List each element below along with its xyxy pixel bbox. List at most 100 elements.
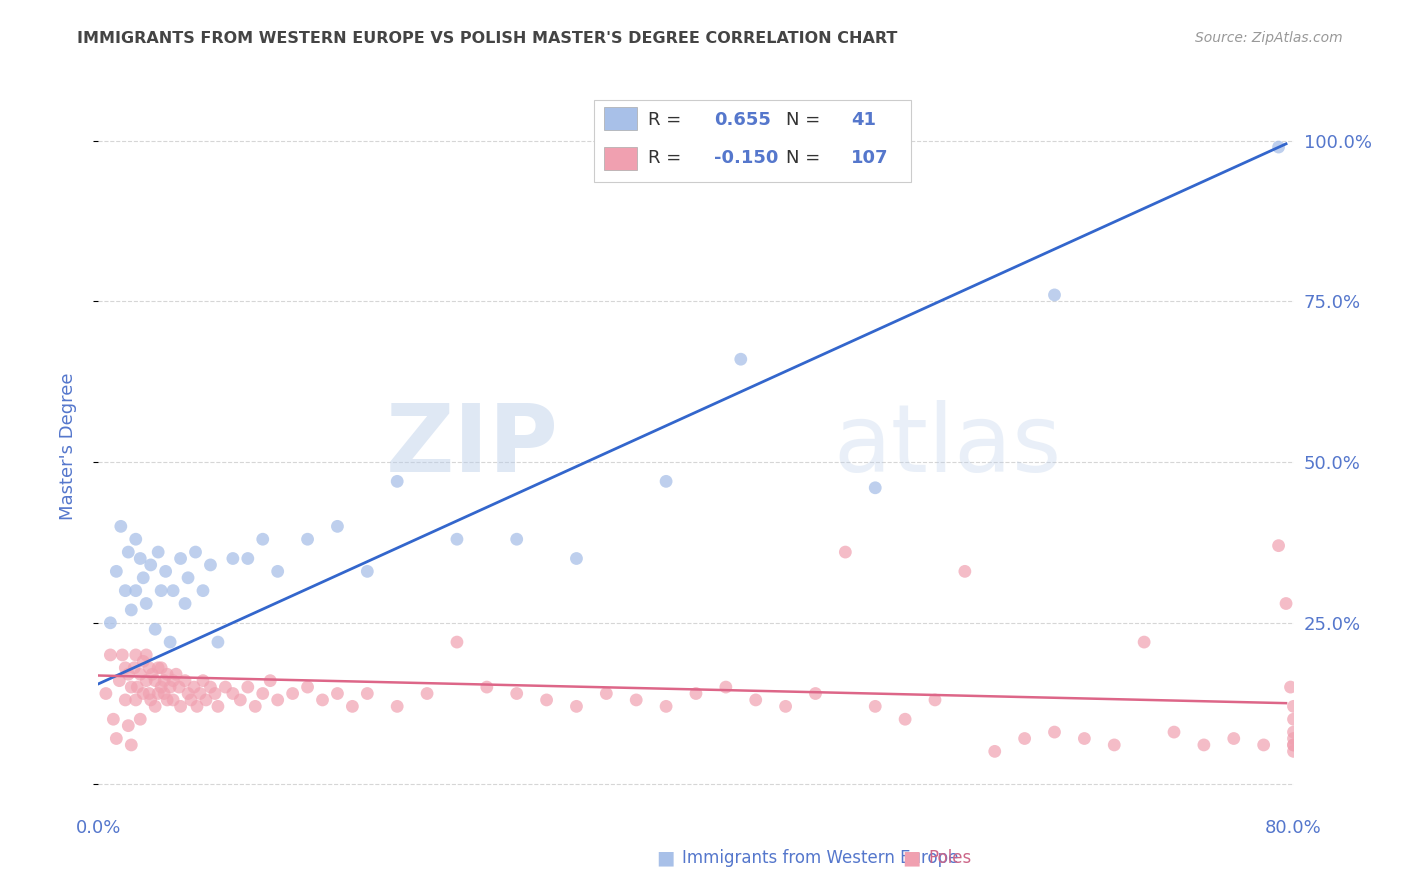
Point	[1014, 731, 1036, 746]
Point	[326, 686, 349, 700]
Point	[124, 661, 146, 675]
Point	[804, 686, 827, 700]
Point	[311, 693, 333, 707]
Point	[1043, 725, 1066, 739]
Point	[120, 680, 142, 694]
Point	[207, 699, 229, 714]
Point	[143, 699, 166, 714]
Point	[162, 673, 184, 688]
Text: 107: 107	[852, 150, 889, 168]
Text: -0.150: -0.150	[714, 150, 779, 168]
Point	[1282, 731, 1305, 746]
Text: IMMIGRANTS FROM WESTERN EUROPE VS POLISH MASTER'S DEGREE CORRELATION CHART: IMMIGRANTS FROM WESTERN EUROPE VS POLISH…	[77, 31, 897, 46]
Point	[236, 680, 259, 694]
Point	[416, 686, 439, 700]
Point	[1282, 725, 1305, 739]
Point	[267, 565, 290, 579]
Point	[297, 680, 319, 694]
Text: ZIP: ZIP	[385, 400, 558, 492]
Point	[148, 545, 170, 559]
Point	[865, 481, 887, 495]
Point	[595, 686, 617, 700]
Point	[120, 738, 142, 752]
Point	[745, 693, 768, 707]
Point	[117, 719, 139, 733]
Point	[200, 558, 222, 572]
Point	[169, 699, 191, 714]
Point	[252, 533, 274, 547]
Point	[446, 533, 468, 547]
Point	[105, 731, 128, 746]
Point	[155, 565, 177, 579]
Point	[356, 565, 378, 579]
Point	[138, 686, 160, 700]
Point	[924, 693, 946, 707]
Point	[195, 693, 218, 707]
Point	[132, 686, 155, 700]
Point	[156, 667, 179, 681]
Point	[135, 597, 157, 611]
Point	[148, 686, 170, 700]
Point	[834, 545, 856, 559]
Text: ■: ■	[657, 848, 675, 868]
Point	[236, 551, 259, 566]
Point	[1282, 738, 1305, 752]
Point	[114, 693, 136, 707]
Point	[111, 648, 134, 662]
Point	[984, 744, 1007, 758]
Point	[139, 693, 162, 707]
Point	[174, 597, 197, 611]
Point	[150, 661, 173, 675]
Point	[148, 661, 170, 675]
Point	[506, 686, 529, 700]
Point	[565, 551, 588, 566]
Point	[162, 583, 184, 598]
Point	[125, 583, 148, 598]
Point	[177, 686, 200, 700]
Point	[162, 693, 184, 707]
Point	[143, 622, 166, 636]
Point	[169, 551, 191, 566]
Point	[141, 667, 163, 681]
Point	[1073, 731, 1095, 746]
Point	[1282, 712, 1305, 726]
Point	[114, 661, 136, 675]
Point	[94, 686, 117, 700]
Point	[125, 693, 148, 707]
Point	[1282, 738, 1305, 752]
Point	[894, 712, 917, 726]
Y-axis label: Master's Degree: Master's Degree	[59, 372, 77, 520]
Point	[685, 686, 707, 700]
Point	[207, 635, 229, 649]
Point	[98, 615, 122, 630]
Point	[135, 648, 157, 662]
Point	[105, 565, 128, 579]
Point	[326, 519, 349, 533]
Text: Immigrants from Western Europe: Immigrants from Western Europe	[682, 849, 959, 867]
Point	[135, 673, 157, 688]
Point	[103, 712, 125, 726]
Text: atlas: atlas	[834, 400, 1062, 492]
Point	[222, 686, 245, 700]
Point	[297, 533, 319, 547]
Point	[117, 667, 139, 681]
Point	[1282, 744, 1305, 758]
Point	[191, 673, 214, 688]
Point	[204, 686, 226, 700]
Point	[1192, 738, 1215, 752]
Point	[356, 686, 378, 700]
Point	[167, 680, 190, 694]
Point	[1223, 731, 1246, 746]
Point	[129, 551, 152, 566]
Text: Poles: Poles	[928, 849, 972, 867]
Point	[177, 571, 200, 585]
Point	[1267, 539, 1289, 553]
Point	[259, 673, 281, 688]
Point	[245, 699, 267, 714]
Point	[506, 533, 529, 547]
Text: R =: R =	[648, 150, 688, 168]
Point	[184, 545, 207, 559]
Point	[125, 648, 148, 662]
FancyBboxPatch shape	[595, 100, 911, 182]
Point	[156, 693, 179, 707]
